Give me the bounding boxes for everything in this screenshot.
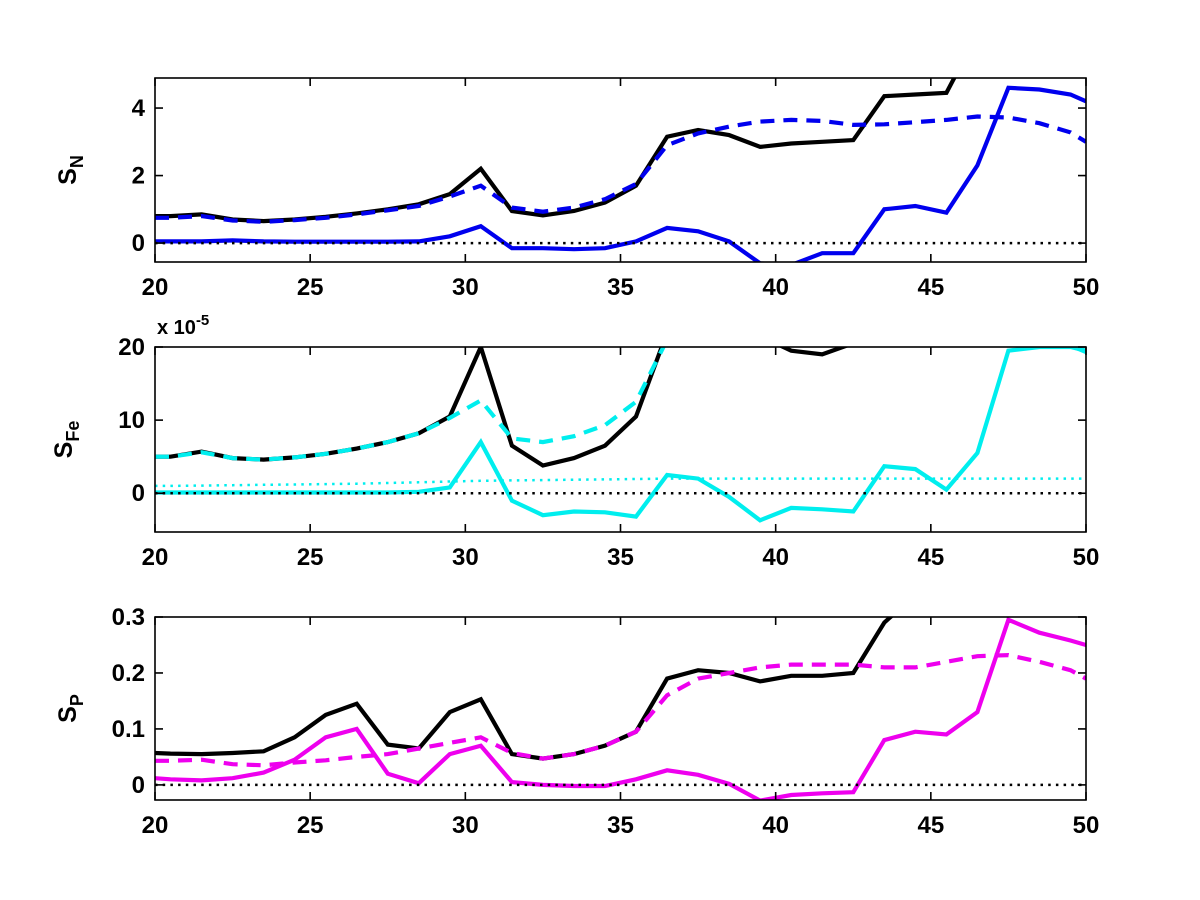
y-tick-label: 20 — [118, 334, 145, 361]
x-tick-label: 45 — [917, 544, 944, 571]
cyan-dotted-line — [155, 477, 1086, 488]
x-tick-label: 35 — [607, 544, 634, 571]
x-tick-label: 50 — [1073, 812, 1100, 839]
blue-solid-line — [155, 85, 1086, 262]
panel-sn-panel: 20 25 30 35 40 45 50 0 2 4 SN — [54, 77, 1100, 301]
panel-sfe-panel: 20 25 30 35 40 45 50 0 10 20 SFe x 10-5 — [50, 312, 1100, 571]
axes-box — [154, 616, 1087, 801]
x-tick-label: 35 — [607, 274, 634, 301]
cyan-dashed-line — [155, 347, 1086, 462]
y-tick-label: 0 — [132, 230, 145, 257]
y-tick-label: 4 — [132, 95, 146, 122]
x-tick-label: 25 — [297, 274, 324, 301]
x-tick-label: 45 — [917, 274, 944, 301]
y-tick-label: 0.2 — [112, 660, 145, 687]
cyan-solid-line — [155, 347, 1086, 523]
y-tick-label: 2 — [132, 163, 145, 190]
y-tick-label: 10 — [118, 407, 145, 434]
axes-box — [154, 77, 1087, 263]
tick-marks — [154, 346, 1087, 532]
x-tick-label: 20 — [142, 544, 169, 571]
x-tick-label: 30 — [452, 544, 479, 571]
y-tick-label: 0 — [132, 480, 145, 507]
y-tick-label: 0.3 — [112, 604, 145, 631]
y-axis-label: SP — [54, 694, 87, 723]
plot-lines — [155, 347, 1086, 523]
plot-lines — [155, 78, 1086, 262]
black-solid-line — [155, 347, 850, 468]
y-tick-label: 0.1 — [112, 716, 145, 743]
x-tick-label: 25 — [297, 544, 324, 571]
x-tick-label: 50 — [1073, 274, 1100, 301]
x-tick-label: 20 — [142, 274, 169, 301]
x-tick-label: 30 — [452, 274, 479, 301]
x-tick-label: 25 — [297, 812, 324, 839]
x-tick-label: 45 — [917, 812, 944, 839]
x-tick-label: 40 — [762, 274, 789, 301]
axes-box — [154, 346, 1087, 533]
magenta-solid-line — [155, 617, 1086, 800]
x-tick-label: 30 — [452, 812, 479, 839]
blue-dashed-line — [155, 114, 1086, 224]
tick-marks — [154, 78, 1087, 262]
plot-lines — [155, 617, 1086, 800]
x-tick-label: 40 — [762, 812, 789, 839]
y-axis-label: SN — [54, 155, 87, 185]
tick-marks — [154, 616, 1087, 800]
x-tick-label: 50 — [1073, 544, 1100, 571]
panel-sp-panel: 20 25 30 35 40 45 50 0 0.1 0.2 0.3 SP — [54, 604, 1100, 839]
magenta-dashed-line — [155, 652, 1086, 768]
x-tick-label: 20 — [142, 812, 169, 839]
y-tick-label: 0 — [132, 772, 145, 799]
black-solid-line — [155, 78, 957, 224]
y-axis-label: SFe — [50, 421, 83, 459]
y-axis-exponent-label: x 10-5 — [157, 312, 209, 339]
black-solid-line — [155, 617, 894, 761]
x-tick-label: 40 — [762, 544, 789, 571]
x-tick-label: 35 — [607, 812, 634, 839]
